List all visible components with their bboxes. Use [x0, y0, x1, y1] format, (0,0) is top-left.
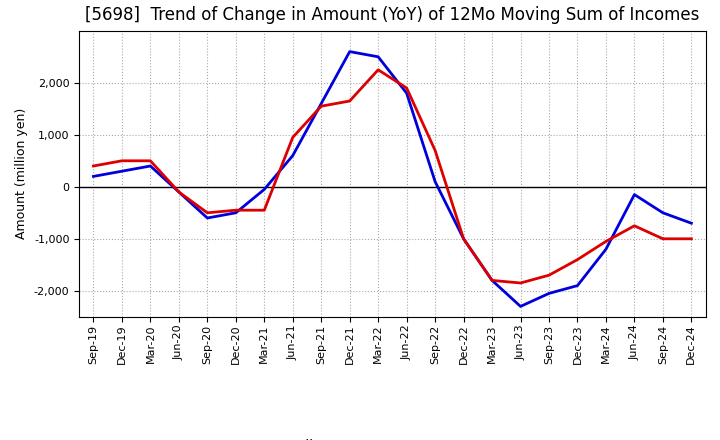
Net Income	[459, 236, 468, 242]
Net Income	[89, 163, 98, 169]
Net Income	[289, 135, 297, 140]
Net Income	[659, 236, 667, 242]
Ordinary Income	[487, 278, 496, 283]
Ordinary Income	[545, 291, 554, 296]
Line: Ordinary Income: Ordinary Income	[94, 51, 691, 306]
Net Income	[203, 210, 212, 216]
Net Income	[487, 278, 496, 283]
Y-axis label: Amount (million yen): Amount (million yen)	[15, 108, 28, 239]
Net Income	[117, 158, 126, 163]
Line: Net Income: Net Income	[94, 70, 691, 283]
Ordinary Income	[602, 246, 611, 252]
Ordinary Income	[346, 49, 354, 54]
Net Income	[602, 239, 611, 244]
Ordinary Income	[89, 174, 98, 179]
Ordinary Income	[232, 210, 240, 216]
Net Income	[146, 158, 155, 163]
Ordinary Income	[289, 153, 297, 158]
Net Income	[431, 148, 439, 153]
Net Income	[545, 272, 554, 278]
Ordinary Income	[374, 54, 382, 59]
Net Income	[260, 208, 269, 213]
Net Income	[402, 85, 411, 91]
Net Income	[174, 189, 183, 194]
Ordinary Income	[459, 236, 468, 242]
Ordinary Income	[117, 169, 126, 174]
Net Income	[374, 67, 382, 73]
Ordinary Income	[203, 215, 212, 220]
Ordinary Income	[402, 91, 411, 96]
Net Income	[317, 103, 325, 109]
Ordinary Income	[630, 192, 639, 197]
Ordinary Income	[573, 283, 582, 288]
Ordinary Income	[260, 187, 269, 192]
Title: [5698]  Trend of Change in Amount (YoY) of 12Mo Moving Sum of Incomes: [5698] Trend of Change in Amount (YoY) o…	[85, 6, 700, 24]
Ordinary Income	[659, 210, 667, 216]
Net Income	[687, 236, 696, 242]
Ordinary Income	[431, 179, 439, 184]
Ordinary Income	[317, 101, 325, 106]
Ordinary Income	[146, 163, 155, 169]
Net Income	[346, 99, 354, 104]
Legend: Ordinary Income, Net Income: Ordinary Income, Net Income	[233, 433, 552, 440]
Ordinary Income	[174, 189, 183, 194]
Ordinary Income	[687, 220, 696, 226]
Net Income	[516, 280, 525, 286]
Ordinary Income	[516, 304, 525, 309]
Net Income	[573, 257, 582, 262]
Net Income	[630, 223, 639, 228]
Net Income	[232, 208, 240, 213]
